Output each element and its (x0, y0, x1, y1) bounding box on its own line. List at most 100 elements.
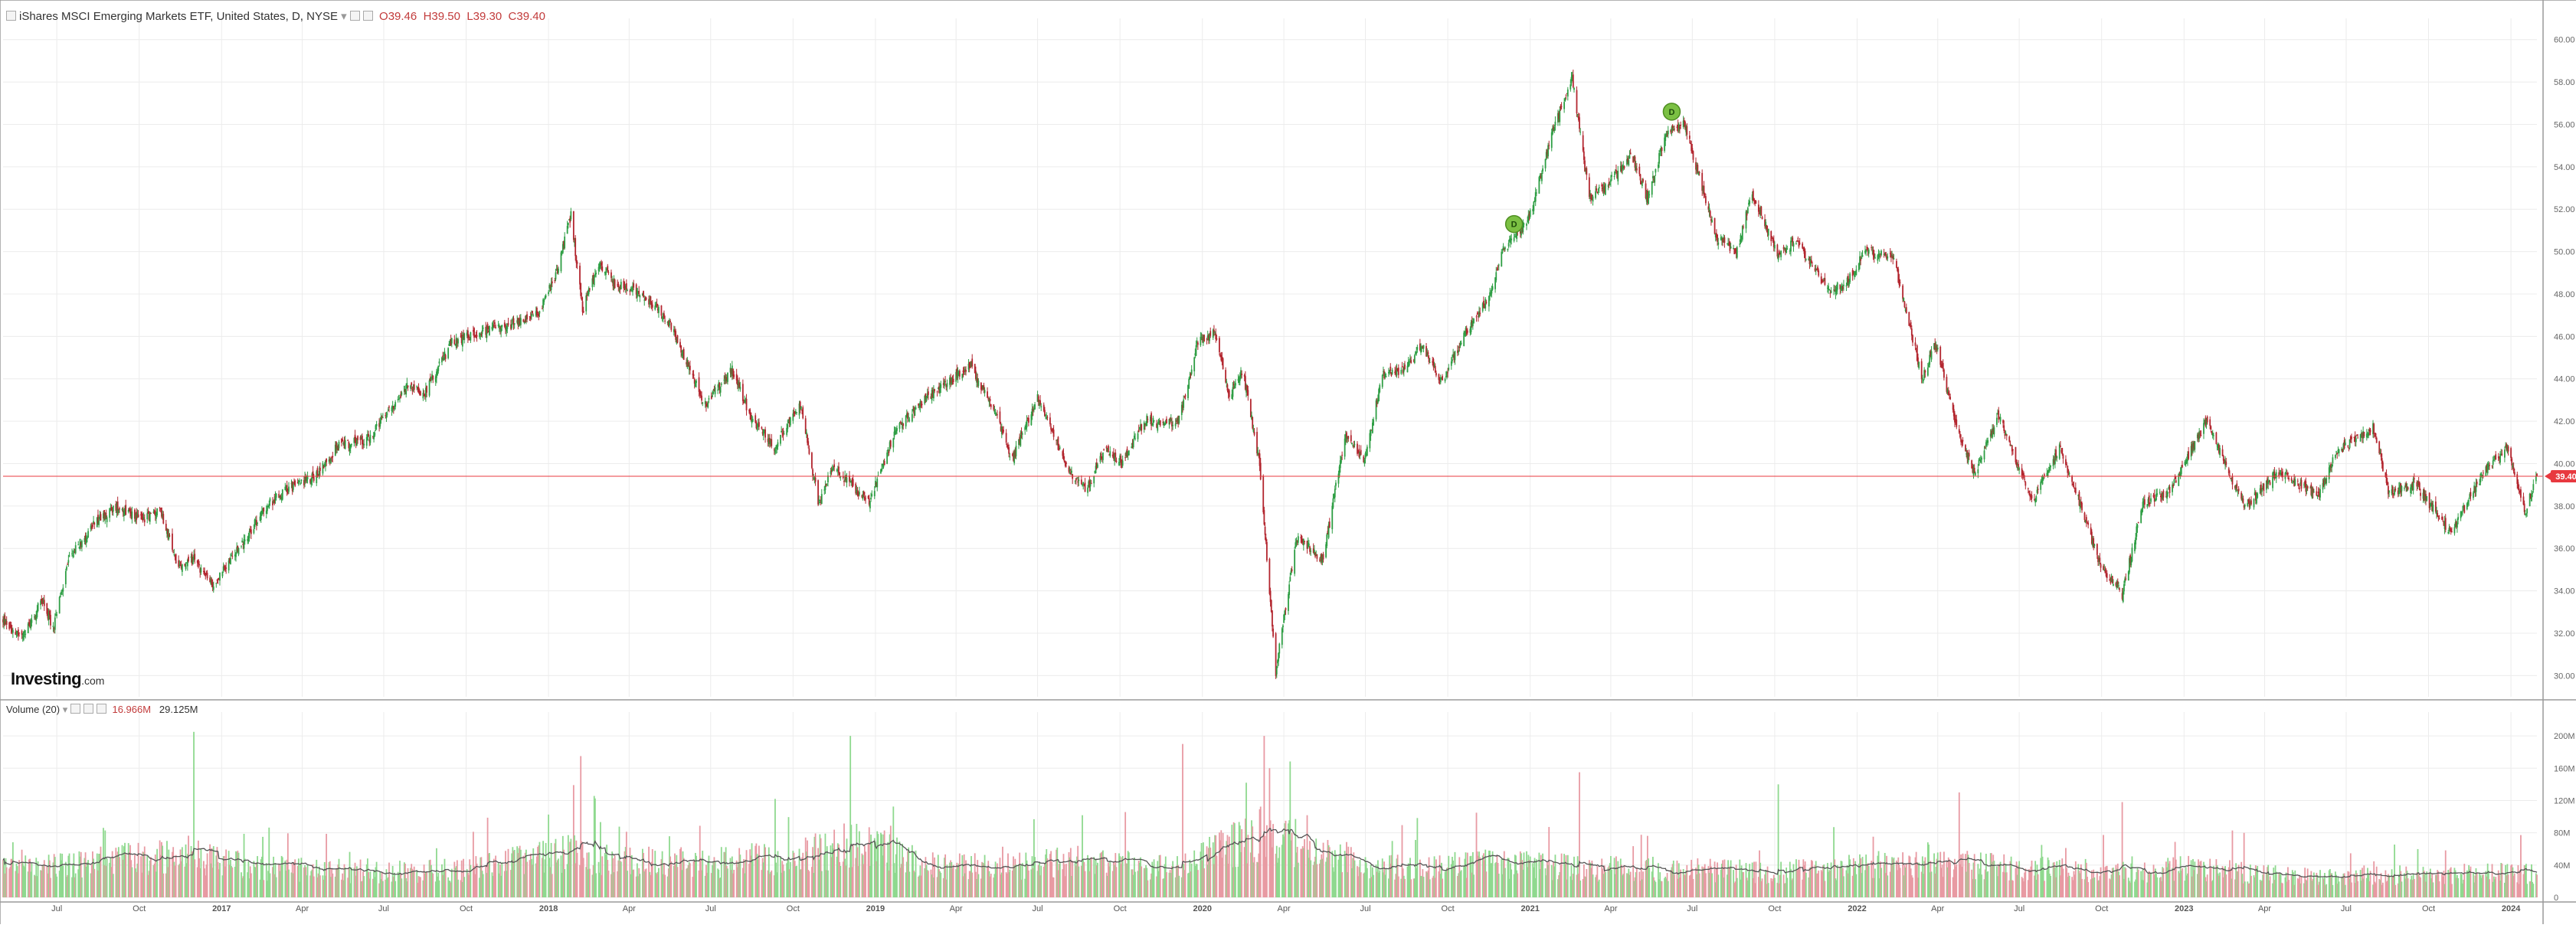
volume-bar (1743, 872, 1744, 897)
candle-body (1632, 156, 1634, 162)
candle-body (1097, 465, 1098, 468)
volume-bar (345, 868, 346, 897)
candle-body (1122, 460, 1124, 466)
candle-body (284, 487, 286, 490)
candle-body (1039, 400, 1041, 405)
volume-bar (270, 874, 271, 897)
candle-body (1201, 337, 1203, 338)
candle-body (538, 314, 539, 316)
candle-body (1435, 366, 1436, 373)
volume-bar (2132, 856, 2133, 897)
candle-body (194, 554, 195, 559)
candle-body (1197, 342, 1199, 345)
candle-body (1661, 148, 1663, 151)
candle-body (1278, 644, 1280, 654)
candle-body (87, 531, 89, 538)
candle-body (1652, 176, 1654, 178)
volume-bar (2119, 875, 2120, 897)
candle-body (601, 263, 602, 266)
candle-body (129, 508, 131, 513)
volume-bar (1398, 877, 1399, 897)
volume-bar (18, 860, 20, 897)
candle-body (386, 417, 388, 418)
volume-bar (532, 848, 534, 897)
volume-bar (2050, 876, 2051, 897)
candle-body (426, 386, 427, 393)
volume-bar (965, 861, 967, 897)
candle-body (1805, 259, 1807, 260)
volume-bar (351, 868, 352, 897)
candle-body (1334, 489, 1336, 498)
candle-body (445, 355, 447, 358)
candle-body (1093, 476, 1095, 483)
volume-bar (1924, 858, 1926, 897)
candle-body (1234, 385, 1236, 388)
candle-body (658, 307, 660, 313)
candle-body (98, 521, 100, 525)
volume-bar (940, 873, 941, 897)
candle-body (1559, 109, 1560, 122)
candle-body (270, 498, 271, 502)
candle-body (1605, 184, 1606, 194)
candle-body (1427, 352, 1429, 355)
candle-body (1404, 364, 1406, 369)
candle-body (1154, 420, 1155, 421)
volume-bar (2339, 881, 2340, 897)
volume-bar (2238, 864, 2240, 897)
candle-body (1045, 415, 1046, 416)
candle-body (869, 502, 871, 508)
candle-body (777, 443, 779, 447)
candle-body (579, 266, 581, 284)
candle-body (1008, 447, 1010, 454)
candle-body (1266, 542, 1268, 560)
volume-bar (1906, 864, 1907, 897)
candle-body (1232, 387, 1234, 397)
volume-bar (1956, 864, 1957, 897)
candle-body (763, 430, 764, 436)
volume-bar (420, 877, 421, 897)
volume-bar (162, 874, 164, 897)
volume-bar (2288, 880, 2290, 897)
candle-body (1590, 194, 1592, 200)
candle-body (1526, 224, 1527, 226)
candle-body (1038, 397, 1039, 403)
volume-bar (733, 870, 735, 897)
candle-body (453, 339, 455, 344)
volume-bar (188, 835, 189, 897)
candle-body (1022, 433, 1023, 435)
volume-bar (1887, 875, 1888, 897)
candle-body (656, 304, 658, 306)
candle-body (1615, 170, 1617, 172)
candle-body (66, 567, 67, 570)
volume-bar (808, 871, 810, 897)
volume-bar (1862, 857, 1864, 897)
candle-body (548, 285, 550, 289)
candle-body (144, 519, 146, 522)
volume-bar (796, 866, 797, 897)
candle-body (683, 349, 685, 360)
volume-bar (38, 861, 39, 897)
candle-body (1445, 379, 1446, 381)
candle-body (1291, 569, 1293, 570)
volume-bar (589, 869, 591, 897)
candle-body (705, 401, 706, 404)
volume-bar (213, 846, 214, 897)
candle-body (31, 619, 33, 622)
volume-bar (131, 868, 133, 897)
volume-bar (2426, 871, 2427, 897)
candle-body (826, 485, 828, 486)
volume-bar (31, 864, 33, 897)
volume-bar (971, 873, 973, 897)
candle-body (1447, 372, 1448, 373)
candle-body (235, 553, 237, 557)
candle-body (643, 300, 645, 301)
candle-body (699, 377, 700, 392)
volume-bar (1059, 863, 1061, 897)
candle-body (1262, 476, 1264, 512)
volume-bar (1103, 857, 1105, 897)
candle-body (72, 556, 74, 557)
candle-body (709, 398, 710, 400)
candle-body (462, 336, 463, 346)
